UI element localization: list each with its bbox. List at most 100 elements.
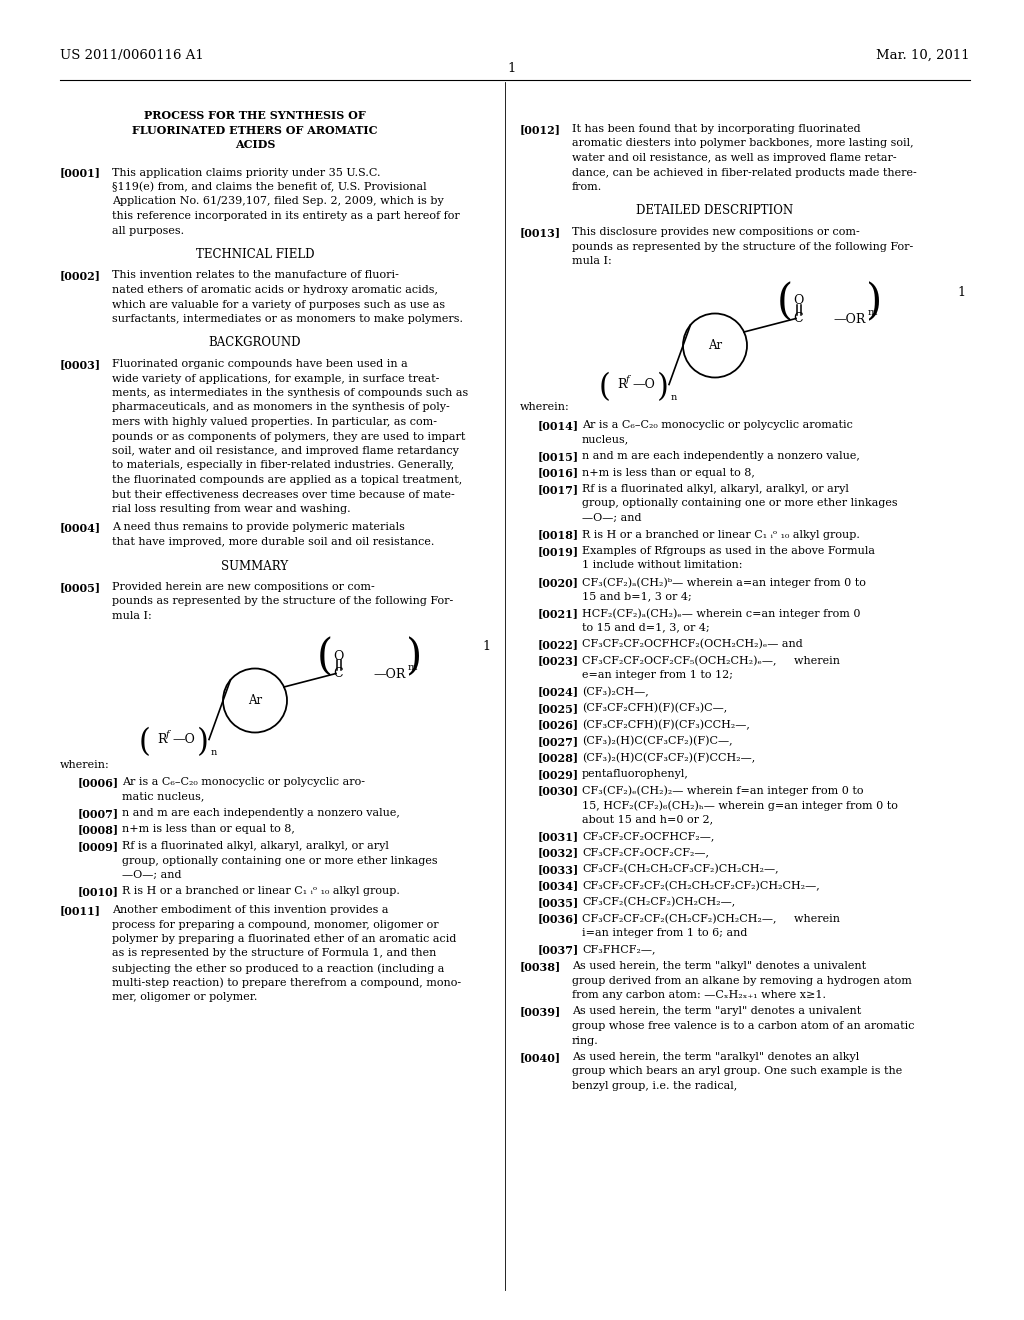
Text: R is H or a branched or linear C₁ ᵢᵒ ₁₀ alkyl group.: R is H or a branched or linear C₁ ᵢᵒ ₁₀ … [582, 529, 860, 540]
Text: TECHNICAL FIELD: TECHNICAL FIELD [196, 248, 314, 261]
Text: [0001]: [0001] [60, 168, 101, 178]
Text: CF₃(CF₂)ₐ(CH₂)ᵇ— wherein a=an integer from 0 to: CF₃(CF₂)ₐ(CH₂)ᵇ— wherein a=an integer fr… [582, 577, 866, 587]
Text: SUMMARY: SUMMARY [221, 560, 289, 573]
Text: This invention relates to the manufacture of fluori-: This invention relates to the manufactur… [112, 271, 399, 281]
Text: R: R [617, 378, 627, 391]
Text: to materials, especially in fiber-related industries. Generally,: to materials, especially in fiber-relate… [112, 461, 455, 470]
Text: [0032]: [0032] [538, 847, 580, 858]
Text: ): ) [657, 372, 669, 403]
Text: Rf is a fluorinated alkyl, alkaryl, aralkyl, or aryl: Rf is a fluorinated alkyl, alkaryl, aral… [582, 484, 849, 494]
Text: (CF₃CF₂CFH)(F)(CF₃)C—,: (CF₃CF₂CFH)(F)(CF₃)C—, [582, 704, 727, 713]
Text: from any carbon atom: —CₓH₂ₓ₊₁ where x≥1.: from any carbon atom: —CₓH₂ₓ₊₁ where x≥1… [572, 990, 826, 1001]
Text: process for preparing a compound, monomer, oligomer or: process for preparing a compound, monome… [112, 920, 438, 929]
Text: (CF₃)₂CH—,: (CF₃)₂CH—, [582, 686, 649, 697]
Text: Ar: Ar [708, 339, 722, 352]
Text: mers with highly valued properties. In particular, as com-: mers with highly valued properties. In p… [112, 417, 437, 426]
Text: wide variety of applications, for example, in surface treat-: wide variety of applications, for exampl… [112, 374, 439, 384]
Text: 1: 1 [957, 285, 965, 298]
Text: [0007]: [0007] [78, 808, 119, 818]
Text: e=an integer from 1 to 12;: e=an integer from 1 to 12; [582, 671, 733, 680]
Text: n and m are each independently a nonzero value,: n and m are each independently a nonzero… [122, 808, 400, 818]
Text: n and m are each independently a nonzero value,: n and m are each independently a nonzero… [582, 451, 860, 461]
Text: [0036]: [0036] [538, 913, 580, 924]
Text: [0008]: [0008] [78, 825, 119, 836]
Text: ACIDS: ACIDS [234, 139, 275, 150]
Text: aromatic diesters into polymer backbones, more lasting soil,: aromatic diesters into polymer backbones… [572, 139, 913, 149]
Text: CF₃CF₂CF₂OCFHCF₂—,: CF₃CF₂CF₂OCFHCF₂—, [582, 832, 715, 841]
Text: [0031]: [0031] [538, 832, 580, 842]
Text: [0015]: [0015] [538, 451, 580, 462]
Text: [0010]: [0010] [78, 887, 119, 898]
Text: [0030]: [0030] [538, 785, 580, 796]
Text: pounds or as components of polymers, they are used to impart: pounds or as components of polymers, the… [112, 432, 465, 441]
Text: f: f [166, 730, 170, 739]
Text: CF₃CF₂(CH₂CH₂CF₃CF₂)CH₂CH₂—,: CF₃CF₂(CH₂CH₂CF₃CF₂)CH₂CH₂—, [582, 865, 778, 874]
Text: —O: —O [632, 378, 655, 391]
Text: wherein:: wherein: [520, 403, 569, 412]
Text: Mar. 10, 2011: Mar. 10, 2011 [877, 49, 970, 62]
Text: O: O [333, 649, 343, 663]
Text: [0026]: [0026] [538, 719, 580, 730]
Text: n+m is less than or equal to 8,: n+m is less than or equal to 8, [582, 467, 755, 478]
Text: It has been found that by incorporating fluorinated: It has been found that by incorporating … [572, 124, 860, 135]
Text: subjecting the ether so produced to a reaction (including a: subjecting the ether so produced to a re… [112, 964, 444, 974]
Text: pentafluorophenyl,: pentafluorophenyl, [582, 770, 689, 779]
Text: group whose free valence is to a carbon atom of an aromatic: group whose free valence is to a carbon … [572, 1020, 914, 1031]
Text: 1: 1 [508, 62, 516, 74]
Text: This application claims priority under 35 U.S.C.: This application claims priority under 3… [112, 168, 381, 177]
Text: CF₃CF₂CF₂CF₂(CH₂CH₂CF₂CF₂)CH₂CH₂—,: CF₃CF₂CF₂CF₂(CH₂CH₂CF₂CF₂)CH₂CH₂—, [582, 880, 820, 891]
Text: US 2011/0060116 A1: US 2011/0060116 A1 [60, 49, 204, 62]
Text: 1 include without limitation:: 1 include without limitation: [582, 561, 742, 570]
Text: CF₃CF₂CF₂OCF₂CF₅(OCH₂CH₂)ₑ—,     wherein: CF₃CF₂CF₂OCF₂CF₅(OCH₂CH₂)ₑ—, wherein [582, 656, 840, 665]
Text: n: n [671, 393, 677, 403]
Text: A need thus remains to provide polymeric materials: A need thus remains to provide polymeric… [112, 523, 404, 532]
Text: Ar is a C₆–C₂₀ monocyclic or polycyclic aro-: Ar is a C₆–C₂₀ monocyclic or polycyclic … [122, 777, 365, 787]
Text: pounds as represented by the structure of the following For-: pounds as represented by the structure o… [112, 597, 454, 606]
Text: to 15 and d=1, 3, or 4;: to 15 and d=1, 3, or 4; [582, 623, 710, 632]
Text: CF₃CF₂CF₂OCF₂CF₂—,: CF₃CF₂CF₂OCF₂CF₂—, [582, 847, 709, 858]
Text: [0037]: [0037] [538, 945, 580, 956]
Text: [0040]: [0040] [520, 1052, 561, 1063]
Text: multi-step reaction) to prepare therefrom a compound, mono-: multi-step reaction) to prepare therefro… [112, 978, 461, 989]
Text: surfactants, intermediates or as monomers to make polymers.: surfactants, intermediates or as monomer… [112, 314, 463, 323]
Text: polymer by preparing a fluorinated ether of an aromatic acid: polymer by preparing a fluorinated ether… [112, 935, 457, 944]
Text: [0019]: [0019] [538, 546, 580, 557]
Text: (: ( [777, 281, 794, 323]
Text: Examples of Rfgroups as used in the above Formula: Examples of Rfgroups as used in the abov… [582, 546, 874, 556]
Text: Application No. 61/239,107, filed Sep. 2, 2009, which is by: Application No. 61/239,107, filed Sep. 2… [112, 197, 443, 206]
Text: (CF₃)₂(H)C(CF₃CF₂)(F)C—,: (CF₃)₂(H)C(CF₃CF₂)(F)C—, [582, 737, 732, 746]
Text: group, optionally containing one or more ether linkages: group, optionally containing one or more… [582, 499, 898, 508]
Text: [0038]: [0038] [520, 961, 561, 972]
Text: —OR: —OR [833, 313, 865, 326]
Text: (CF₃)₂(H)C(CF₃CF₂)(F)CCH₂—,: (CF₃)₂(H)C(CF₃CF₂)(F)CCH₂—, [582, 752, 756, 763]
Text: [0024]: [0024] [538, 686, 580, 697]
Text: DETAILED DESCRIPTION: DETAILED DESCRIPTION [637, 205, 794, 218]
Text: [0002]: [0002] [60, 271, 101, 281]
Text: FLUORINATED ETHERS OF AROMATIC: FLUORINATED ETHERS OF AROMATIC [132, 124, 378, 136]
Text: [0013]: [0013] [520, 227, 561, 238]
Text: ): ) [866, 281, 882, 323]
Text: (: ( [139, 727, 151, 758]
Text: [0005]: [0005] [60, 582, 101, 593]
Text: 1: 1 [482, 640, 490, 653]
Text: pounds as represented by the structure of the following For-: pounds as represented by the structure o… [572, 242, 913, 252]
Text: BACKGROUND: BACKGROUND [209, 337, 301, 350]
Text: 15, HCF₂(CF₂)₆(CH₂)ₕ— wherein g=an integer from 0 to: 15, HCF₂(CF₂)₆(CH₂)ₕ— wherein g=an integ… [582, 800, 898, 810]
Text: Rf is a fluorinated alkyl, alkaryl, aralkyl, or aryl: Rf is a fluorinated alkyl, alkaryl, aral… [122, 841, 389, 851]
Text: R is H or a branched or linear C₁ ᵢᵒ ₁₀ alkyl group.: R is H or a branched or linear C₁ ᵢᵒ ₁₀ … [122, 887, 400, 896]
Text: Fluorinated organic compounds have been used in a: Fluorinated organic compounds have been … [112, 359, 408, 370]
Text: (: ( [599, 372, 611, 403]
Text: CF₃(CF₂)ₑ(CH₂)₂— wherein f=an integer from 0 to: CF₃(CF₂)ₑ(CH₂)₂— wherein f=an integer fr… [582, 785, 863, 796]
Text: rial loss resulting from wear and washing.: rial loss resulting from wear and washin… [112, 504, 350, 513]
Text: which are valuable for a variety of purposes such as use as: which are valuable for a variety of purp… [112, 300, 445, 309]
Text: HCF₂(CF₂)ₐ(CH₂)ₑ— wherein c=an integer from 0: HCF₂(CF₂)ₐ(CH₂)ₑ— wherein c=an integer f… [582, 609, 860, 619]
Text: [0039]: [0039] [520, 1006, 561, 1018]
Text: wherein:: wherein: [60, 760, 110, 771]
Text: [0004]: [0004] [60, 523, 101, 533]
Text: mula I:: mula I: [572, 256, 611, 267]
Text: [0016]: [0016] [538, 467, 580, 479]
Text: pharmaceuticals, and as monomers in the synthesis of poly-: pharmaceuticals, and as monomers in the … [112, 403, 450, 412]
Text: [0014]: [0014] [538, 420, 580, 432]
Text: [0028]: [0028] [538, 752, 580, 763]
Text: nucleus,: nucleus, [582, 434, 630, 445]
